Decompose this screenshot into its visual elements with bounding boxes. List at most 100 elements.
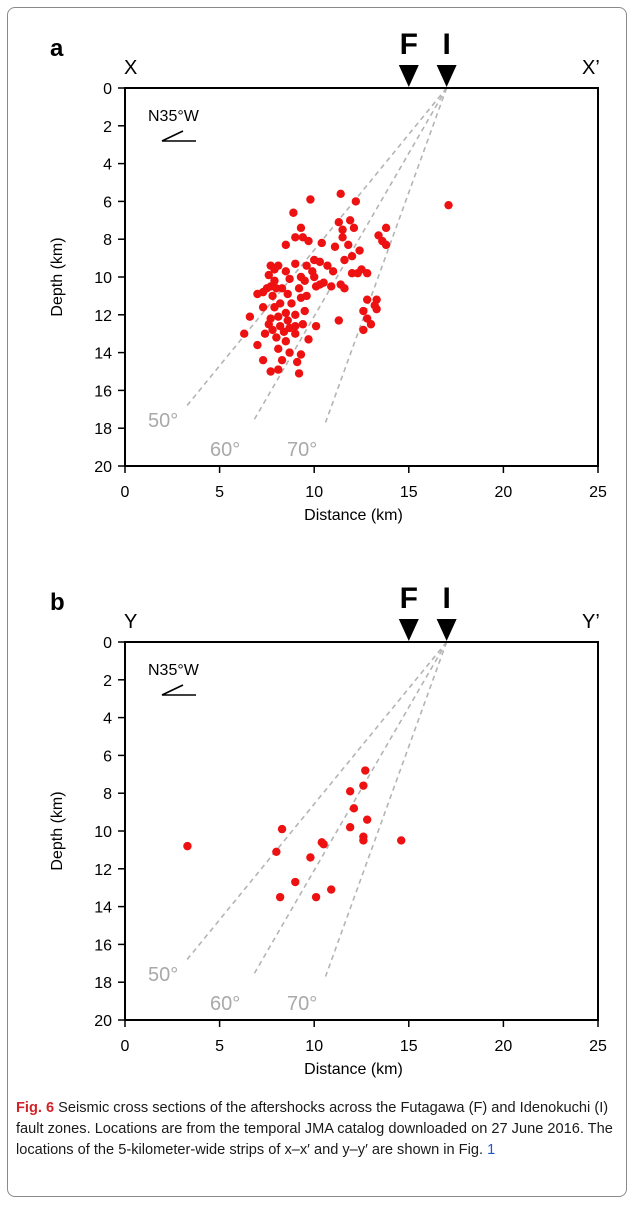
y-tick-label: 10 bbox=[94, 824, 112, 841]
data-point bbox=[277, 355, 287, 365]
chart-panel-b: 50° 60° 70° 0 2 4 6 8 10 12 14 16 18 20 0 5 10 15 20 25 Dist… bbox=[49, 582, 607, 1078]
data-point bbox=[330, 242, 340, 251]
dip-label: 70° bbox=[287, 439, 317, 461]
y-tick-label: 12 bbox=[94, 862, 112, 879]
data-point bbox=[381, 240, 391, 250]
data-point bbox=[315, 280, 325, 289]
data-point bbox=[258, 355, 268, 365]
y-tick-label: 16 bbox=[94, 383, 112, 400]
data-point bbox=[245, 312, 255, 321]
data-point bbox=[294, 369, 304, 378]
data-point bbox=[296, 223, 306, 233]
y-axis-label: Depth (km) bbox=[49, 237, 66, 316]
figure-frame bbox=[7, 7, 627, 1197]
data-point bbox=[304, 335, 313, 344]
data-point bbox=[291, 310, 300, 319]
data-point bbox=[344, 240, 353, 250]
y-tick-label: 2 bbox=[103, 673, 112, 690]
data-point bbox=[291, 877, 300, 887]
data-point bbox=[345, 787, 355, 796]
data-point bbox=[340, 284, 349, 293]
data-point bbox=[264, 270, 273, 280]
data-point bbox=[277, 824, 287, 834]
data-point bbox=[270, 265, 279, 274]
data-point bbox=[310, 272, 319, 282]
x-tick-label: 20 bbox=[495, 484, 513, 501]
x-tick-label: 20 bbox=[495, 1038, 513, 1055]
y-axis-label: Depth (km) bbox=[49, 791, 66, 870]
x-tick-label: 10 bbox=[305, 484, 323, 501]
data-point bbox=[338, 233, 347, 242]
data-point bbox=[355, 246, 364, 255]
x-tick-label: 15 bbox=[400, 484, 418, 501]
data-point bbox=[283, 289, 292, 299]
data-point bbox=[291, 329, 300, 338]
data-point bbox=[345, 823, 355, 832]
data-point bbox=[268, 291, 277, 301]
data-point bbox=[287, 299, 296, 308]
data-point bbox=[381, 223, 391, 233]
data-point bbox=[275, 892, 285, 902]
panel-label: a bbox=[50, 35, 64, 62]
data-point bbox=[336, 189, 345, 199]
data-point bbox=[351, 197, 361, 206]
caption-text: Seismic cross sections of the aftershock… bbox=[16, 1100, 613, 1158]
dip-label: 50° bbox=[148, 410, 178, 432]
data-point bbox=[296, 350, 306, 359]
data-point bbox=[274, 312, 283, 321]
data-point bbox=[311, 321, 321, 331]
y-tick-label: 4 bbox=[103, 157, 112, 174]
data-point bbox=[302, 261, 311, 270]
x-axis-label: Distance (km) bbox=[304, 507, 403, 524]
data-point bbox=[253, 340, 262, 350]
data-point bbox=[281, 308, 291, 318]
direction-label: N35°W bbox=[148, 108, 200, 125]
x-tick-label: 5 bbox=[215, 484, 224, 501]
data-point bbox=[274, 344, 283, 354]
x-tick-label: 25 bbox=[589, 484, 607, 501]
data-point bbox=[315, 257, 325, 267]
dip-line-50 bbox=[184, 87, 448, 408]
data-point bbox=[362, 269, 372, 278]
data-point bbox=[338, 225, 347, 234]
y-tick-label: 12 bbox=[94, 308, 112, 325]
data-point bbox=[334, 316, 343, 325]
data-point bbox=[306, 853, 315, 862]
data-point bbox=[349, 804, 359, 813]
data-point bbox=[258, 303, 268, 312]
dip-label: 50° bbox=[148, 964, 178, 986]
data-point bbox=[347, 252, 357, 261]
x-axis-label: Distance (km) bbox=[304, 1061, 403, 1078]
section-start-label: Y bbox=[124, 611, 137, 633]
data-point bbox=[277, 284, 287, 293]
dip-line-50 bbox=[184, 641, 448, 962]
fault-marker-label: F bbox=[400, 28, 418, 61]
data-point bbox=[289, 208, 298, 217]
x-tick-label: 0 bbox=[121, 1038, 130, 1055]
y-tick-label: 10 bbox=[94, 270, 112, 287]
y-tick-label: 0 bbox=[103, 81, 112, 98]
x-tick-label: 0 bbox=[121, 484, 130, 501]
data-point bbox=[362, 295, 372, 304]
data-point bbox=[311, 892, 321, 902]
data-point bbox=[366, 320, 376, 329]
dip-line-70 bbox=[324, 87, 448, 423]
caption-figure-link[interactable]: 1 bbox=[487, 1142, 496, 1158]
chart-panel-a: 50° 60° 70° 0 2 4 6 8 10 12 14 16 18 20 0 5 10 15 20 25 Dist… bbox=[49, 28, 607, 524]
data-point bbox=[362, 815, 372, 824]
section-end-label: X’ bbox=[582, 57, 600, 79]
data-point bbox=[285, 348, 294, 357]
data-point bbox=[266, 367, 275, 376]
data-point bbox=[319, 840, 328, 849]
data-point bbox=[283, 316, 292, 325]
data-point bbox=[272, 333, 281, 342]
y-tick-label: 14 bbox=[94, 900, 112, 917]
panel-label: b bbox=[50, 589, 65, 616]
data-point bbox=[281, 267, 291, 276]
data-point bbox=[253, 289, 262, 299]
data-point bbox=[300, 306, 309, 316]
data-point bbox=[349, 223, 359, 233]
data-point bbox=[372, 304, 381, 314]
plot-frame bbox=[124, 641, 599, 1021]
y-tick-label: 8 bbox=[103, 786, 112, 803]
